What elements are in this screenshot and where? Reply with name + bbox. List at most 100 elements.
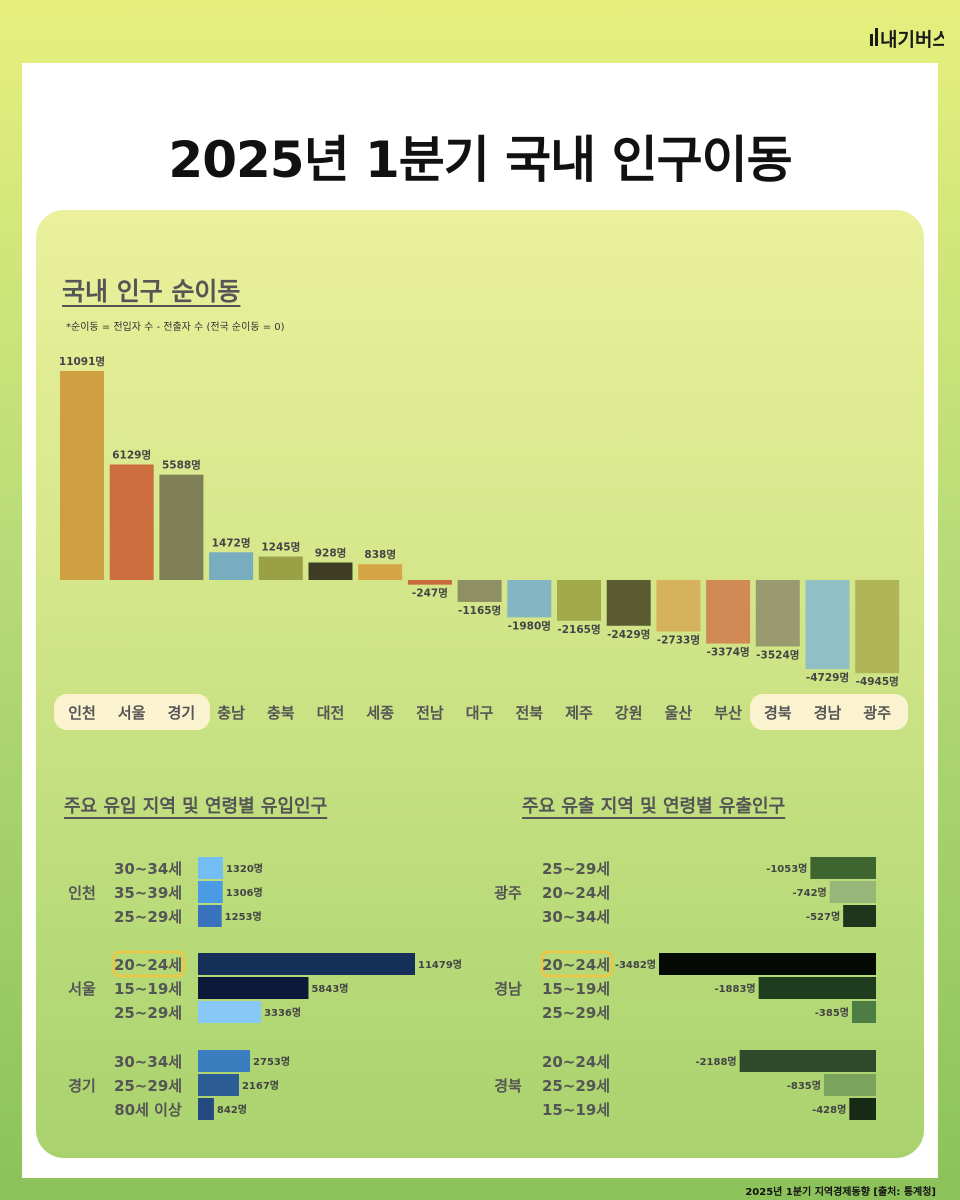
- age-bar-value: 5843명: [311, 982, 348, 995]
- age-bar-value: -835명: [787, 1079, 821, 1092]
- net-bar-value: 838명: [364, 548, 396, 561]
- age-label: 80세 이상: [114, 1101, 182, 1119]
- net-bar: [159, 474, 204, 580]
- net-bar-value: -1165명: [458, 604, 501, 617]
- region-label: 울산: [665, 704, 693, 722]
- net-bar-value: 6129명: [112, 449, 151, 462]
- age-bar: [198, 905, 222, 927]
- net-bar-value: 928명: [315, 547, 347, 560]
- net-migration-note: *순이동 = 전입자 수 - 전출자 수 (전국 순이동 = 0): [66, 322, 285, 333]
- group-region-label: 인천: [68, 884, 96, 902]
- svg-text:내기버스: 내기버스: [880, 29, 944, 48]
- group-region-label: 서울: [68, 980, 96, 998]
- source-footer: 2025년 1분기 지역경제동향 [출처: 통계청]: [745, 1187, 936, 1198]
- age-bar: [843, 905, 876, 927]
- net-bar: [407, 580, 452, 585]
- region-label: 제주: [565, 704, 593, 722]
- age-bar: [823, 1074, 876, 1096]
- region-label: 전북: [515, 704, 543, 722]
- region-label: 인천: [68, 704, 96, 722]
- age-bar: [198, 953, 415, 975]
- net-bar: [706, 580, 751, 644]
- net-bar-value: 1245명: [261, 541, 300, 554]
- net-bar: [457, 580, 502, 602]
- age-label: 15~19세: [542, 980, 610, 998]
- net-bar-value: -3524명: [756, 648, 799, 661]
- age-bar: [810, 857, 876, 879]
- age-label: 15~19세: [114, 980, 182, 998]
- age-bar: [739, 1050, 876, 1072]
- net-bar: [258, 556, 303, 580]
- age-label: 25~29세: [542, 860, 610, 878]
- region-label: 경남: [814, 704, 842, 722]
- age-bar: [852, 1001, 876, 1023]
- outflow-region-highlight: [750, 694, 908, 730]
- inflow-region-highlight: [54, 694, 210, 730]
- net-bar: [656, 580, 701, 632]
- region-label: 서울: [118, 704, 146, 722]
- region-label: 강원: [615, 704, 643, 722]
- logo-icon: 내기버스: [870, 28, 944, 48]
- age-label: 30~34세: [114, 1053, 182, 1071]
- age-label: 20~24세: [542, 1053, 610, 1071]
- net-bar: [606, 580, 651, 626]
- net-bar: [557, 580, 601, 621]
- age-bar-value: -1883명: [714, 982, 755, 995]
- net-bar: [209, 552, 254, 580]
- age-label: 25~29세: [542, 1004, 610, 1022]
- age-label: 30~34세: [114, 860, 182, 878]
- age-bar: [198, 977, 309, 999]
- region-label: 전남: [416, 704, 444, 722]
- net-bar-value: 11091명: [59, 355, 105, 368]
- group-region-label: 경남: [494, 980, 522, 998]
- age-highlight-box: [540, 950, 614, 978]
- outflow-section-title: 주요 유출 지역 및 연령별 유출인구: [522, 796, 786, 817]
- group-region-label: 경북: [494, 1077, 522, 1095]
- region-label: 경기: [168, 704, 196, 722]
- net-bar: [805, 580, 850, 670]
- age-bar-value: 3336명: [264, 1006, 301, 1019]
- net-bar-value: -247명: [412, 587, 448, 600]
- age-label: 30~34세: [542, 908, 610, 926]
- age-bar: [198, 1001, 262, 1023]
- net-bar-value: -1980명: [508, 619, 551, 632]
- net-bar-value: -3374명: [706, 646, 749, 659]
- net-bar-value: 1472명: [212, 536, 251, 549]
- age-label: 25~29세: [542, 1077, 610, 1095]
- age-bar-value: 842명: [217, 1103, 247, 1116]
- age-highlight-box: [112, 950, 186, 978]
- age-label: 25~29세: [114, 908, 182, 926]
- age-bar: [849, 1098, 876, 1120]
- region-label: 부산: [714, 704, 742, 722]
- net-bar-value: -4729명: [806, 671, 849, 684]
- inflow-section-title: 주요 유입 지역 및 연령별 유입인구: [64, 796, 328, 817]
- age-label: 20~24세: [114, 956, 182, 974]
- age-bar-value: -385명: [815, 1006, 849, 1019]
- net-bar: [855, 580, 900, 674]
- region-label: 대구: [466, 704, 494, 722]
- region-label: 충북: [267, 704, 295, 722]
- age-bar-value: 2167명: [242, 1079, 279, 1092]
- page-title: 2025년 1분기 국내 인구이동: [168, 131, 792, 189]
- net-bar: [308, 562, 353, 580]
- net-bar-value: -2733명: [657, 634, 700, 647]
- group-region-label: 경기: [68, 1077, 96, 1095]
- age-bar: [198, 857, 223, 879]
- region-label: 세종: [366, 704, 394, 722]
- net-bar: [507, 580, 552, 618]
- age-bar: [829, 881, 876, 903]
- chart-panel: [36, 210, 924, 1158]
- age-bar-value: -428명: [812, 1103, 846, 1116]
- age-label: 25~29세: [114, 1004, 182, 1022]
- net-migration-title: 국내 인구 순이동: [62, 277, 241, 306]
- age-bar: [758, 977, 876, 999]
- age-label: 35~39세: [114, 884, 182, 902]
- net-bar: [358, 564, 403, 580]
- age-bar: [198, 1074, 239, 1096]
- net-bar-value: -4945명: [856, 675, 899, 688]
- net-bar-value: -2165명: [557, 623, 600, 636]
- group-region-label: 광주: [494, 884, 522, 902]
- net-bar: [60, 371, 104, 580]
- net-bar: [755, 580, 800, 647]
